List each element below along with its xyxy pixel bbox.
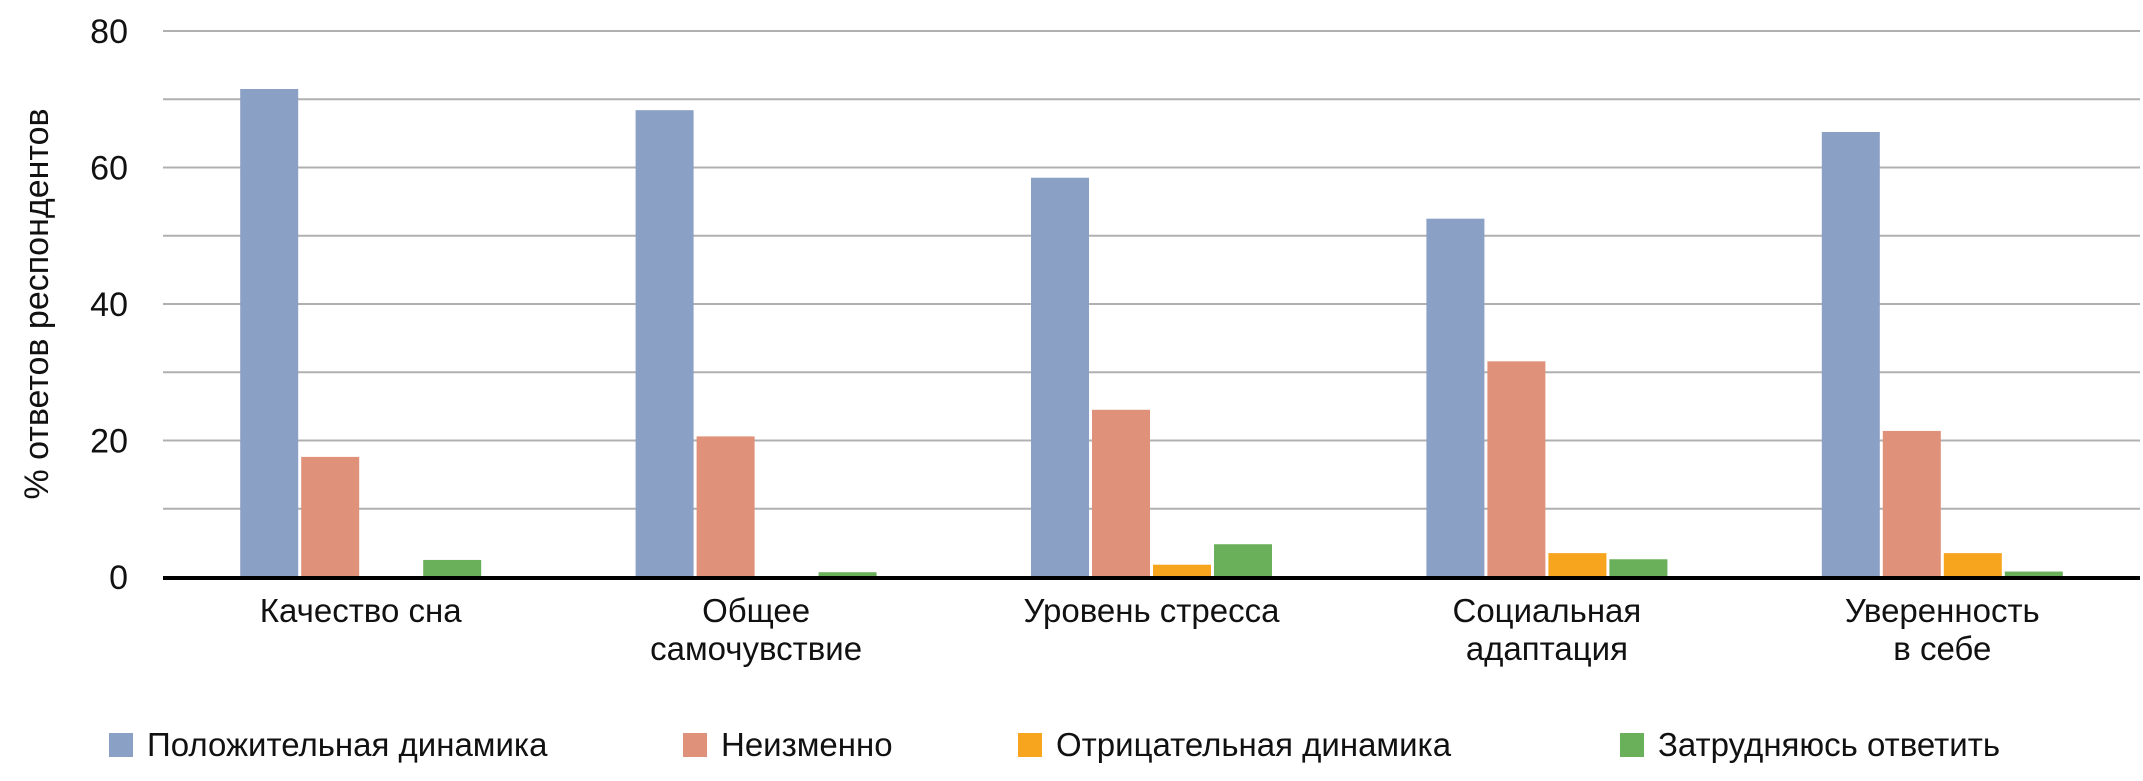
bar — [818, 572, 877, 577]
x-tick-label: адаптация — [1466, 630, 1628, 667]
y-tick-label: 60 — [90, 150, 128, 188]
legend-swatch — [109, 733, 133, 757]
legend: Положительная динамика Неизменно Отрицател… — [109, 726, 2000, 763]
legend-swatch — [683, 733, 707, 757]
x-tick-label: Общее — [702, 592, 810, 629]
bar — [1882, 430, 1941, 577]
bar — [1487, 361, 1546, 577]
bar — [1214, 544, 1272, 577]
x-tick-label: Социальная — [1453, 592, 1642, 629]
gridlines — [163, 30, 2140, 510]
bar — [1031, 177, 1089, 578]
legend-swatch — [1018, 733, 1042, 757]
bar — [696, 436, 755, 577]
bar — [1092, 409, 1150, 577]
bar — [240, 89, 299, 577]
legend-swatch — [1620, 733, 1644, 757]
bar — [301, 456, 360, 577]
bar — [2004, 571, 2063, 577]
bar — [423, 559, 482, 577]
y-tick-labels: 0 20 40 60 80 — [90, 13, 128, 597]
bar — [1548, 553, 1607, 577]
y-tick-label: 40 — [90, 286, 128, 324]
x-tick-label: Уровень стресса — [1024, 592, 1281, 629]
bar — [635, 110, 694, 578]
y-tick-label: 20 — [90, 423, 128, 461]
bar — [1153, 564, 1211, 577]
bar — [1943, 553, 2002, 577]
x-tick-label: в себе — [1893, 630, 1991, 667]
y-tick-label: 80 — [90, 13, 128, 51]
bars — [163, 89, 2140, 580]
x-tick-label: Качество сна — [260, 592, 462, 629]
bar — [1609, 559, 1668, 577]
bar — [1426, 218, 1485, 577]
legend-label: Затрудняюсь ответить — [1658, 726, 2000, 763]
x-tick-label: Уверенность — [1845, 592, 2040, 629]
legend-label: Отрицательная динамика — [1056, 726, 1452, 763]
x-tick-label: самочувствие — [650, 630, 862, 667]
y-axis-label: % ответов респондентов — [18, 108, 56, 499]
legend-label: Положительная динамика — [147, 726, 548, 763]
y-tick-label: 0 — [109, 559, 128, 597]
legend-label: Неизменно — [721, 726, 893, 763]
bar — [1821, 132, 1880, 577]
